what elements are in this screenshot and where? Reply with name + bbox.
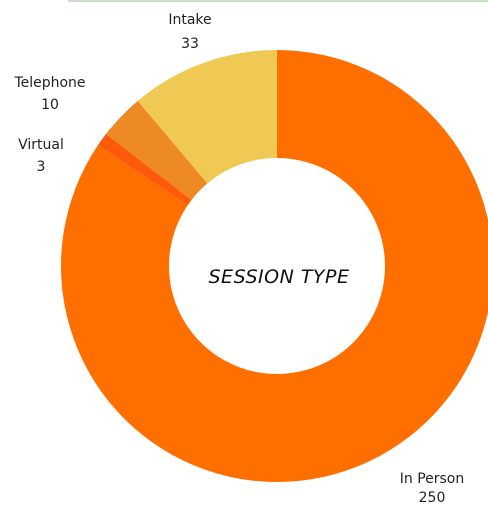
slice-telephone xyxy=(106,100,208,200)
slice-label-in-person: In Person xyxy=(400,471,465,487)
slice-label-intake: Intake xyxy=(168,12,211,28)
chart-title: SESSION TYPE xyxy=(209,266,350,288)
slice-label-telephone: Telephone xyxy=(13,75,85,91)
slice-value-telephone: 10 xyxy=(41,97,59,113)
slice-value-virtual: 3 xyxy=(37,159,46,175)
slice-in-person xyxy=(61,50,488,482)
slice-labels: In Person 250 Virtual 3 Telephone 10 Intake 33 xyxy=(13,12,464,506)
top-divider xyxy=(68,0,488,2)
slice-label-virtual: Virtual xyxy=(18,137,64,153)
slice-intake xyxy=(137,49,277,184)
slice-virtual xyxy=(98,133,192,206)
slice-value-in-person: 250 xyxy=(419,490,446,506)
donut-slices xyxy=(61,49,488,482)
slice-value-intake: 33 xyxy=(181,36,199,52)
